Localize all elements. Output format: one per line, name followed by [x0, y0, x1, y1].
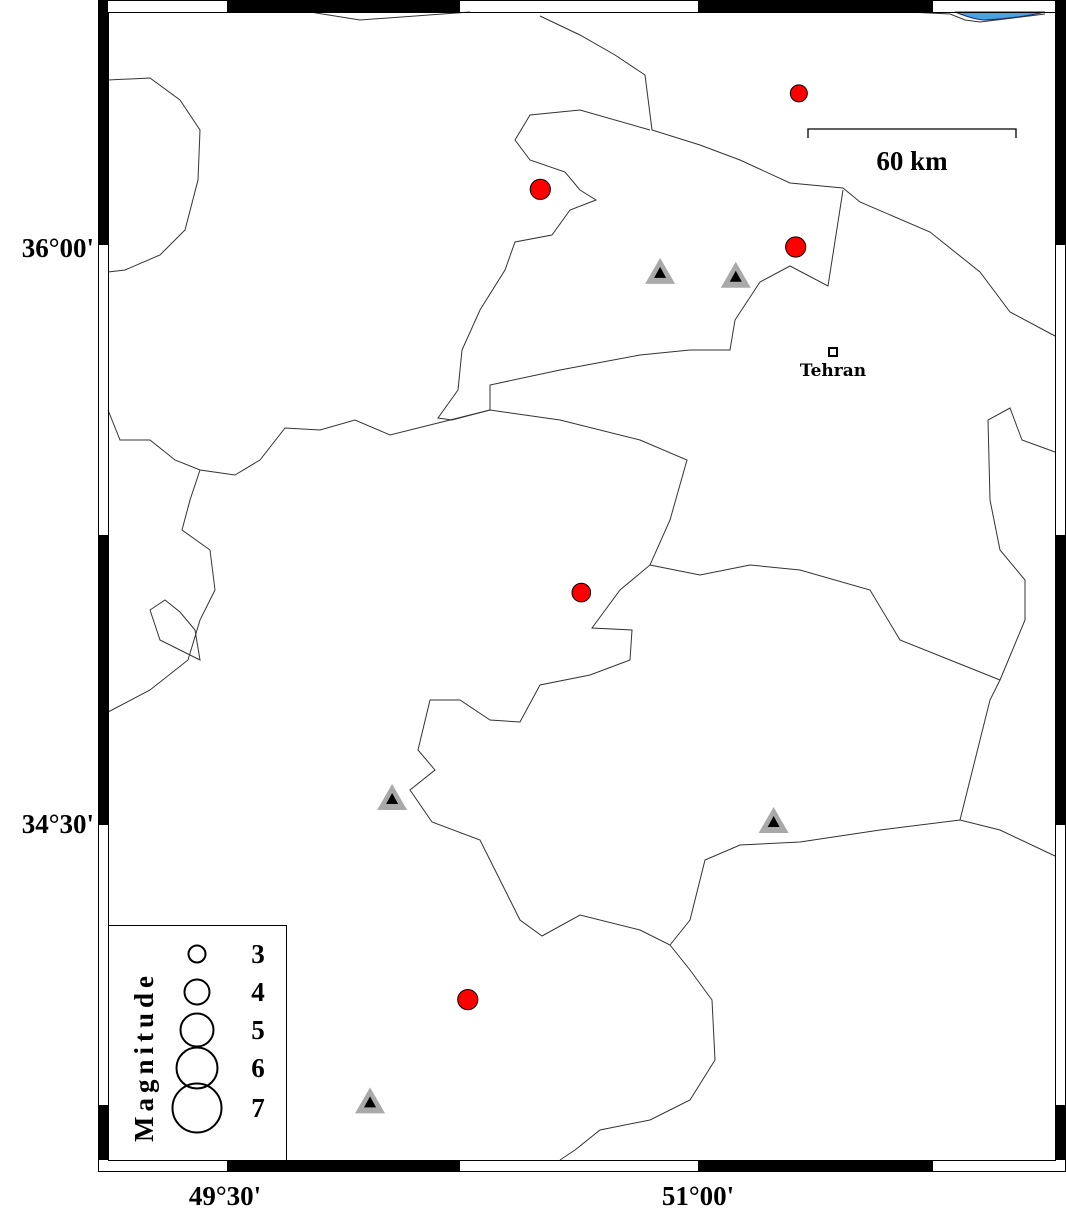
- station-inner-triangle-icon: [386, 792, 399, 804]
- lon-tick-label: 51°00': [662, 1181, 734, 1210]
- city-marker-icon: [828, 347, 838, 357]
- station-inner-triangle-icon: [767, 816, 780, 827]
- legend-magnitude-label: 3: [251, 939, 265, 969]
- scale-bar-label: 60 km: [876, 146, 948, 176]
- lat-tick-label: 36°00': [22, 233, 94, 263]
- earthquake-event: [789, 84, 808, 103]
- station-inner-triangle-icon: [729, 270, 742, 282]
- province-boundaries: [107, 11, 1056, 1161]
- legend-magnitude-label: 4: [251, 977, 265, 1007]
- legend-magnitude-circle: [183, 978, 211, 1006]
- earthquake-event: [571, 582, 592, 603]
- city-label: Tehran: [800, 361, 866, 381]
- legend-title: Magnitude: [129, 971, 159, 1142]
- legend-magnitude-label: 7: [251, 1093, 265, 1123]
- station-inner-triangle-icon: [364, 1096, 377, 1108]
- lon-tick-label: 49°30': [189, 1181, 261, 1210]
- earthquake-event: [529, 178, 551, 200]
- scale-bar: [807, 128, 1017, 138]
- legend-magnitude-circle: [187, 944, 207, 964]
- legend-magnitude-label: 5: [251, 1015, 265, 1045]
- legend-magnitude-circle: [175, 1046, 219, 1090]
- magnitude-legend: Magnitude 3 4 5 6 7: [108, 925, 287, 1161]
- earthquake-event: [785, 236, 807, 258]
- earthquake-event: [457, 989, 479, 1011]
- lat-tick-label: 34°30': [22, 809, 94, 839]
- station-inner-triangle-icon: [654, 266, 667, 278]
- legend-magnitude-circle: [171, 1082, 223, 1134]
- legend-magnitude-label: 6: [251, 1053, 265, 1083]
- caspian-sea-water: [954, 11, 1046, 21]
